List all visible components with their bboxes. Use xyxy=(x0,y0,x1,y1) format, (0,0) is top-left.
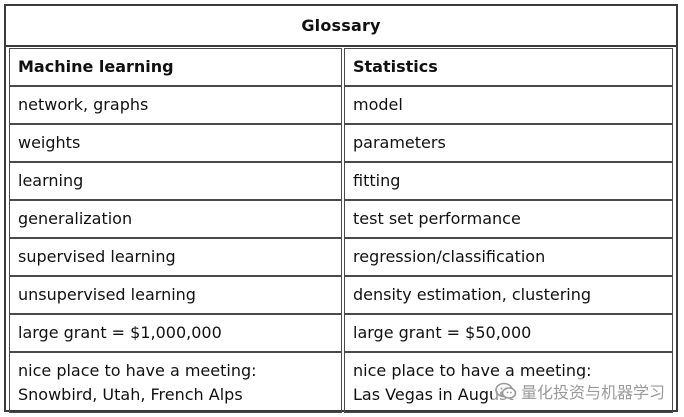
column-header-statistics: Statistics xyxy=(344,48,673,86)
ml-term: learning xyxy=(9,162,342,200)
ml-term: weights xyxy=(9,124,342,162)
header-row: Machine learning Statistics xyxy=(9,48,673,86)
column-header-machine-learning: Machine learning xyxy=(9,48,342,86)
table-row: supervised learning regression/classific… xyxy=(9,238,673,276)
table-title: Glossary xyxy=(6,6,676,47)
stats-term: test set performance xyxy=(344,200,673,238)
table-row: generalization test set performance xyxy=(9,200,673,238)
ml-meeting-line-1: nice place to have a meeting: xyxy=(18,360,257,380)
table-row: weights parameters xyxy=(9,124,673,162)
watermark: 量化投资与机器学习 xyxy=(491,378,668,404)
ml-term: supervised learning xyxy=(9,238,342,276)
ml-meeting-line-2: Snowbird, Utah, French Alps xyxy=(18,384,243,404)
stats-term: large grant = $50,000 xyxy=(344,314,673,352)
ml-term: large grant = $1,000,000 xyxy=(9,314,342,352)
ml-term: network, graphs xyxy=(9,86,342,124)
glossary-table: Glossary Machine learning Statistics net… xyxy=(4,4,678,413)
ml-term: generalization xyxy=(9,200,342,238)
stats-meeting-line-1: nice place to have a meeting: xyxy=(353,360,592,380)
ml-term: unsupervised learning xyxy=(9,276,342,314)
table-row-meeting-place: nice place to have a meeting: Snowbird, … xyxy=(9,352,673,413)
stats-meeting-line-2: Las Vegas in August xyxy=(353,384,514,404)
stats-meeting-place: nice place to have a meeting: Las Vegas … xyxy=(344,352,673,413)
watermark-text: 量化投资与机器学习 xyxy=(520,383,665,402)
wechat-logo-icon xyxy=(495,382,517,400)
stats-term: parameters xyxy=(344,124,673,162)
table-row: large grant = $1,000,000 large grant = $… xyxy=(9,314,673,352)
glossary-grid: Machine learning Statistics network, gra… xyxy=(9,48,673,413)
stats-term: model xyxy=(344,86,673,124)
table-row: learning fitting xyxy=(9,162,673,200)
stats-term: fitting xyxy=(344,162,673,200)
table-row: unsupervised learning density estimation… xyxy=(9,276,673,314)
ml-meeting-place: nice place to have a meeting: Snowbird, … xyxy=(9,352,342,413)
stats-term: density estimation, clustering xyxy=(344,276,673,314)
table-row: network, graphs model xyxy=(9,86,673,124)
stats-term: regression/classification xyxy=(344,238,673,276)
